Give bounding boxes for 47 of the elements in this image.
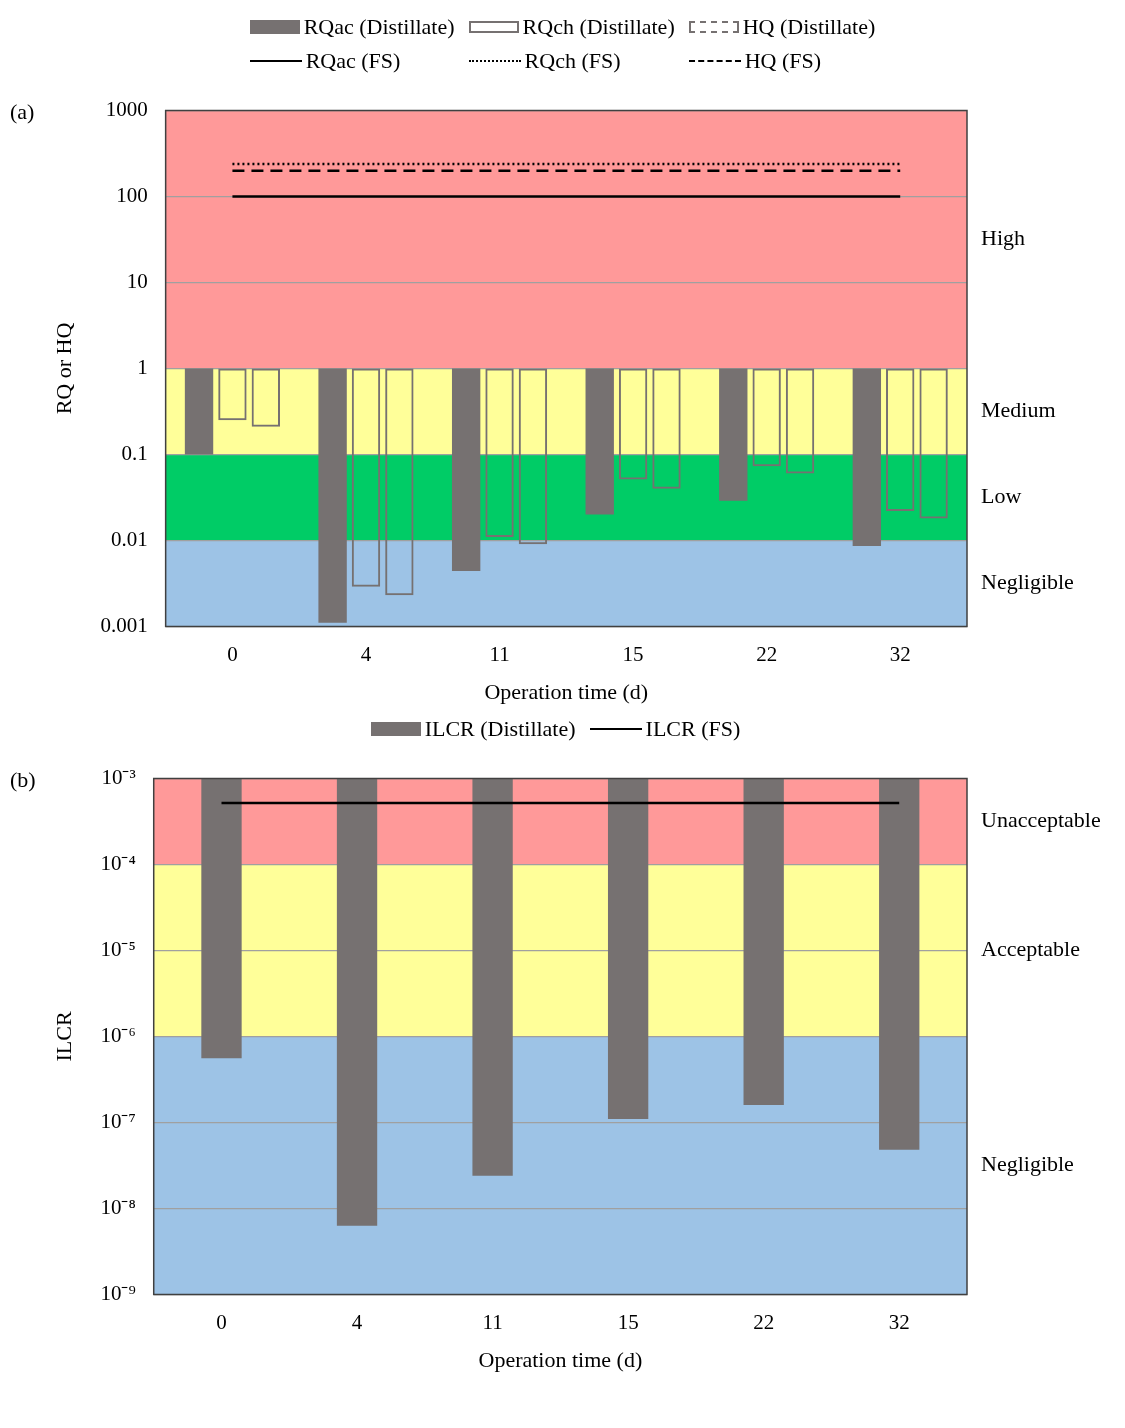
band-label: Acceptable [981,936,1080,962]
band-label: High [981,225,1025,251]
y-tick-label: 10 [126,269,148,294]
x-tick-label: 22 [753,1309,775,1334]
x-tick-label: 11 [489,641,510,666]
x-tick-label: 15 [622,641,644,666]
x-tick-label: 4 [351,1309,363,1334]
legend-label: HQ (FS) [744,48,822,74]
band-label: Unacceptable [981,807,1101,833]
x-tick-label: 15 [617,1309,639,1334]
band-label: Negligible [981,569,1074,595]
y-tick-label: 0.01 [110,526,148,551]
legend-label: HQ (Distillate) [742,14,876,40]
y-tick-label: 10⁻⁸ [100,1194,136,1219]
x-tick-label: 0 [227,641,238,666]
y-tick-label: 10⁻³ [101,765,136,790]
y-tick-label: 1 [137,355,148,380]
y-tick-label: 100 [116,183,148,208]
legend-label: RQac (FS) [305,48,401,74]
text: (b) [10,767,36,793]
y-tick-label: 0.1 [121,440,148,465]
x-tick-label: 32 [888,1309,910,1334]
y-tick-label: 0.001 [100,612,148,637]
y-tick-label: 1000 [105,97,148,122]
text: (a) [10,99,35,125]
legend-label: ILCR (Distillate) [424,716,576,742]
band-label: Medium [981,397,1056,423]
legend-label: RQac (Distillate) [303,14,455,40]
y-tick-label: 10⁻⁶ [100,1023,136,1048]
x-axis-title: Operation time (d) [478,1346,643,1372]
band-label: Low [981,483,1022,509]
y-tick-label: 10⁻⁹ [100,1280,136,1305]
x-tick-label: 11 [482,1309,503,1334]
y-axis-title: RQ or HQ [50,322,76,415]
y-axis-title: ILCR [50,1011,76,1062]
x-tick-label: 0 [216,1309,227,1334]
y-tick-label: 10⁻⁴ [100,851,136,876]
legend-label: RQch (FS) [524,48,621,74]
x-tick-label: 22 [756,641,778,666]
legend-label: ILCR (FS) [645,716,741,742]
y-tick-label: 10⁻⁵ [100,937,136,962]
x-axis-title: Operation time (d) [484,678,649,704]
band-label: Negligible [981,1151,1074,1177]
legend-label: RQch (Distillate) [522,14,675,40]
x-tick-label: 32 [889,641,911,666]
y-tick-label: 10⁻⁷ [100,1108,136,1133]
x-tick-label: 4 [360,641,372,666]
